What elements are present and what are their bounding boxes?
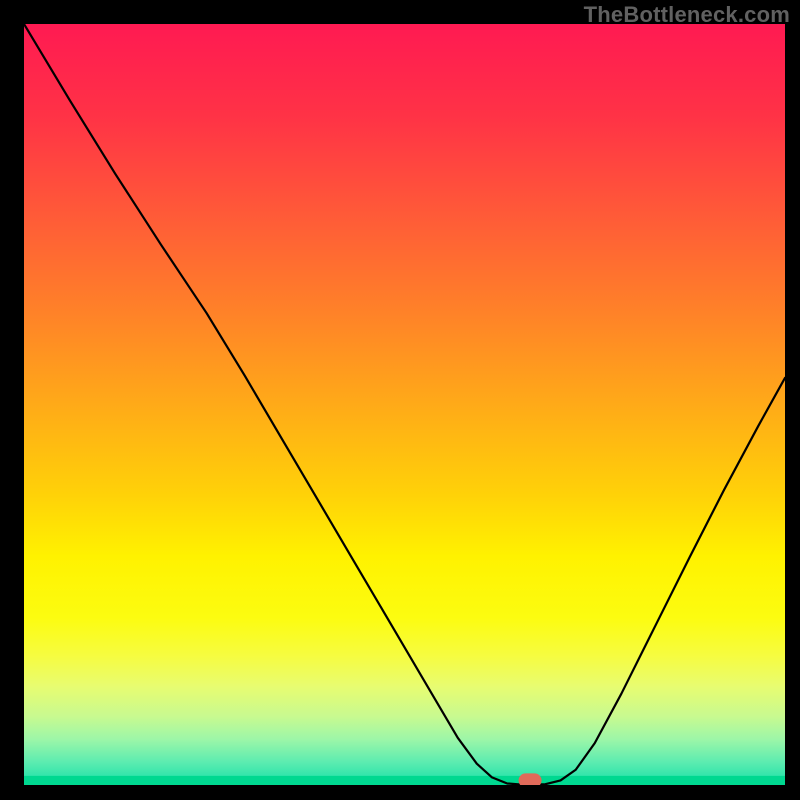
chart-container: TheBottleneck.com <box>0 0 800 800</box>
bottleneck-chart <box>24 24 785 785</box>
plot-area <box>24 24 785 785</box>
optimal-marker <box>519 773 542 785</box>
gradient-background <box>24 24 785 785</box>
bottom-band <box>24 776 785 785</box>
